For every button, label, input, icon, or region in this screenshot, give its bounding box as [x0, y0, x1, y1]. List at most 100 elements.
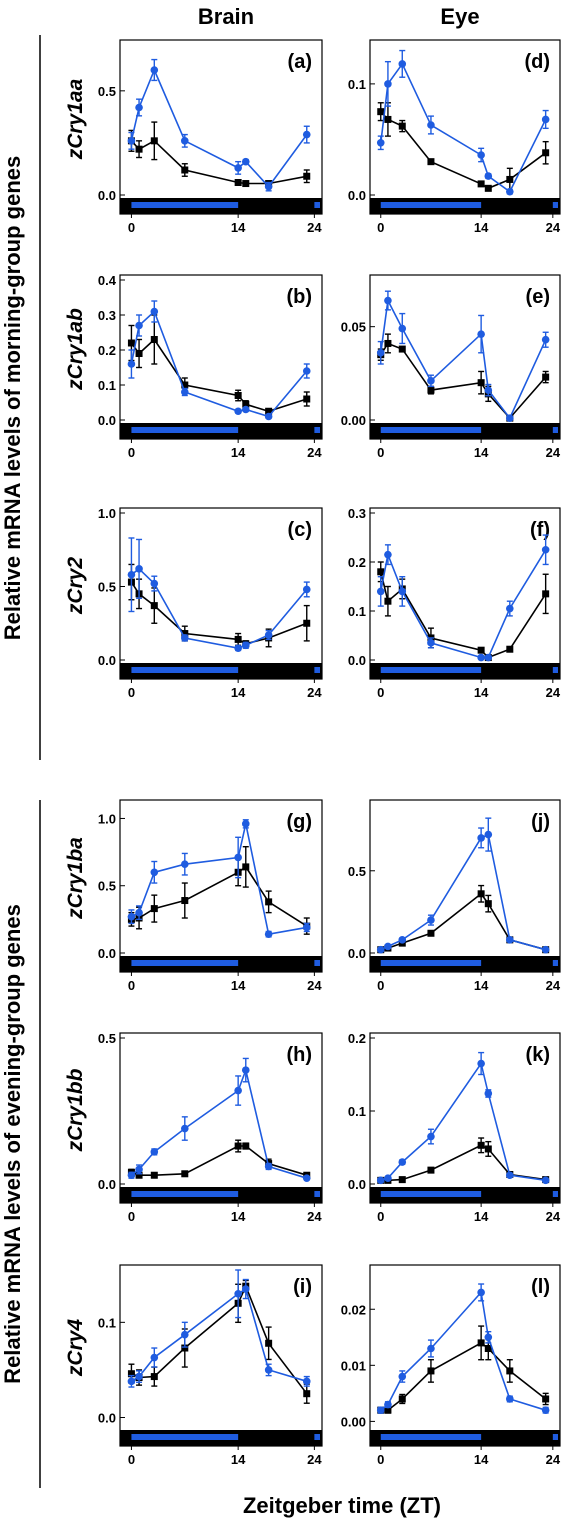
- data-point-square: [242, 400, 250, 408]
- series-blue: [127, 300, 311, 421]
- x-tick-label: 24: [546, 220, 561, 235]
- x-tick-label: 24: [307, 220, 322, 235]
- series-line: [130, 338, 308, 413]
- data-point-circle: [135, 1372, 143, 1381]
- data-point-square: [506, 1367, 514, 1375]
- data-point-circle: [241, 641, 250, 650]
- series-blue: [127, 537, 311, 653]
- data-point-square: [477, 1339, 485, 1347]
- data-point-square: [150, 1171, 158, 1179]
- data-point-circle: [234, 407, 242, 416]
- data-point-square: [181, 630, 189, 638]
- y-tick-label: 0.1: [348, 604, 366, 619]
- light-phase-bar-end: [314, 1191, 320, 1197]
- x-tick-label: 24: [546, 685, 561, 700]
- data-point-circle: [384, 942, 392, 951]
- data-point-square: [398, 1176, 406, 1184]
- data-point-circle: [264, 182, 273, 191]
- data-point-circle: [150, 66, 159, 74]
- data-point-square: [398, 1395, 406, 1403]
- data-point-circle: [180, 388, 189, 396]
- data-point-circle: [180, 1330, 189, 1339]
- data-point-square: [242, 863, 250, 871]
- panel-l: 0 14 24 0.00 0.01 0.02 (l): [341, 1264, 561, 1467]
- y-tick-label: 1.0: [98, 811, 116, 826]
- data-point-circle: [302, 367, 311, 375]
- x-tick-label: 14: [231, 1209, 246, 1224]
- light-phase-bar-end: [552, 202, 558, 208]
- data-point-circle: [264, 631, 273, 639]
- x-tick-label: 24: [307, 1209, 322, 1224]
- panel-label: (c): [288, 519, 312, 541]
- x-tick-label: 0: [128, 978, 135, 993]
- data-point-square: [542, 149, 550, 157]
- data-point-circle: [150, 579, 159, 588]
- y-tick-label: 0.0: [348, 1177, 366, 1192]
- y-tick-label: 0.5: [98, 84, 116, 99]
- x-tick-label: 0: [377, 220, 384, 235]
- series-black: [127, 1139, 311, 1179]
- x-tick-label: 24: [546, 1452, 561, 1467]
- data-point-square: [477, 379, 485, 387]
- gene-label: zCry1ba: [64, 837, 87, 920]
- col-title-brain: Brain: [198, 4, 254, 29]
- data-point-square: [181, 381, 189, 389]
- y-tick-label: 1.0: [98, 506, 116, 521]
- series-line: [130, 1067, 308, 1179]
- panel-label: (h): [286, 1044, 312, 1066]
- panel-label: (k): [526, 1044, 550, 1066]
- data-point-circle: [477, 1059, 485, 1068]
- x-tick-label: 0: [377, 445, 384, 460]
- data-point-square: [484, 1145, 492, 1153]
- data-point-circle: [150, 868, 159, 877]
- data-point-circle: [127, 137, 136, 145]
- panel-label: (e): [526, 286, 550, 308]
- light-phase-bar: [380, 1434, 482, 1440]
- data-point-square: [150, 905, 158, 913]
- data-point-square: [303, 1390, 311, 1398]
- data-point-circle: [427, 121, 435, 129]
- data-point-square: [265, 1339, 273, 1347]
- data-point-square: [127, 1370, 135, 1378]
- data-point-circle: [135, 103, 143, 112]
- data-point-square: [477, 180, 485, 188]
- series-line: [130, 581, 308, 645]
- x-tick-label: 14: [474, 445, 489, 460]
- panel-a: 0 14 24 0.0 0.5 (a) zCry1aa: [64, 39, 323, 235]
- series-blue: [376, 817, 550, 954]
- y-tick-label: 0.0: [98, 1177, 116, 1192]
- y-tick-label: 0.4: [98, 273, 117, 288]
- series-blue: [127, 1269, 311, 1388]
- data-point-square: [303, 172, 311, 180]
- data-point-circle: [135, 321, 143, 330]
- data-point-circle: [384, 80, 392, 88]
- data-point-square: [484, 184, 492, 192]
- plot-frame: [119, 1264, 323, 1447]
- light-phase-bar: [131, 1191, 239, 1197]
- y-tick-label: 0.5: [98, 580, 116, 595]
- series-blue: [376, 1051, 550, 1185]
- data-point-square: [150, 602, 158, 610]
- series-blue: [127, 1057, 311, 1182]
- series-line: [380, 342, 547, 420]
- panel-label: (g): [286, 811, 312, 833]
- data-point-circle: [506, 414, 514, 422]
- data-point-circle: [427, 377, 435, 385]
- data-point-circle: [376, 138, 385, 147]
- light-phase-bar: [131, 1434, 239, 1440]
- data-point-circle: [398, 936, 407, 944]
- data-point-square: [377, 108, 385, 116]
- light-phase-bar-end: [552, 667, 558, 673]
- data-point-square: [542, 590, 550, 598]
- y-tick-label: 0.1: [348, 77, 366, 92]
- x-tick-label: 0: [128, 685, 135, 700]
- data-point-circle: [302, 1377, 311, 1386]
- series-line: [380, 571, 547, 659]
- gene-label: zCry1ab: [64, 308, 87, 391]
- data-point-circle: [484, 830, 493, 839]
- data-point-circle: [150, 1353, 159, 1362]
- x-tick-label: 24: [307, 685, 322, 700]
- x-tick-label: 14: [231, 1452, 246, 1467]
- panel-label: (f): [530, 519, 550, 541]
- y-tick-label: 0.0: [98, 946, 116, 961]
